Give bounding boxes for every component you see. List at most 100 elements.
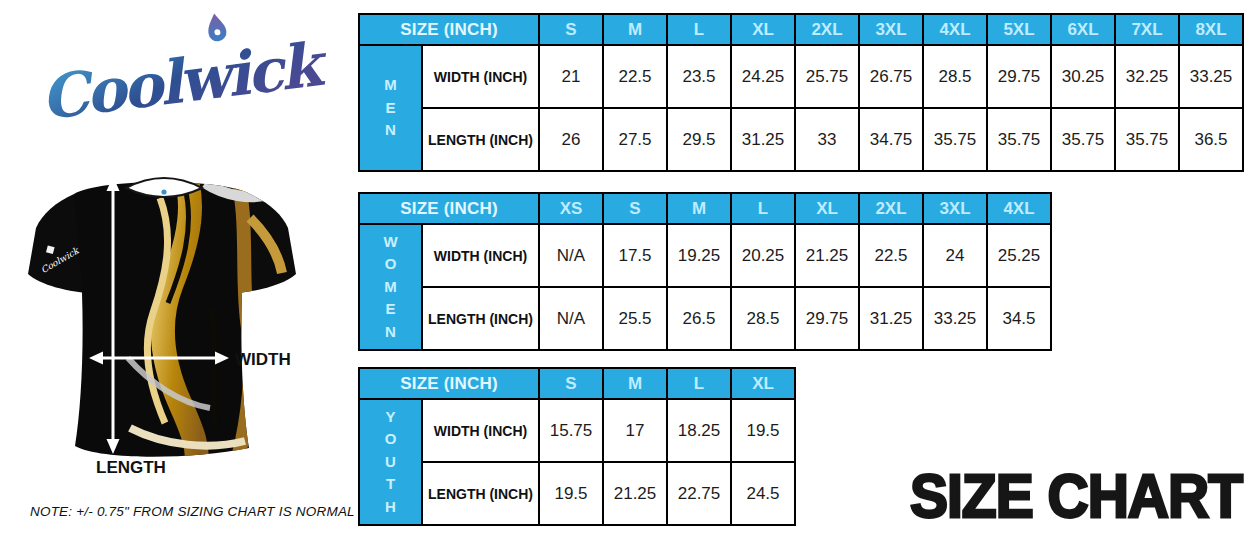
size-table-women: SIZE (INCH)XSSMLXL2XL3XL4XLWOMENWIDTH (I… — [358, 192, 1052, 351]
size-column-6xl: 6XL — [1051, 14, 1115, 45]
size-header-row: SIZE (INCH)XSSMLXL2XL3XL4XL — [359, 193, 1051, 224]
size-column-m: M — [603, 368, 667, 399]
measure-value: 23.5 — [667, 45, 731, 108]
size-column-l: L — [667, 14, 731, 45]
group-letter: M — [360, 74, 421, 97]
size-column-xl: XL — [731, 368, 795, 399]
measure-label: WIDTH (INCH) — [422, 45, 539, 108]
measure-value: 31.25 — [859, 287, 923, 350]
shirt-measurement-diagram: Coolwick WIDTH LENGTH — [10, 158, 340, 493]
size-column-m: M — [603, 14, 667, 45]
size-column-5xl: 5XL — [987, 14, 1051, 45]
size-column-l: L — [731, 193, 795, 224]
measure-value: 19.5 — [731, 399, 795, 462]
measure-value: 30.25 — [1051, 45, 1115, 108]
width-row: WOMENWIDTH (INCH)N/A17.519.2520.2521.252… — [359, 224, 1051, 287]
size-column-3xl: 3XL — [923, 193, 987, 224]
group-letter: O — [360, 428, 421, 451]
length-row: LENGTH (INCH)2627.529.531.253334.7535.75… — [359, 108, 1243, 171]
size-header-row: SIZE (INCH)SMLXL2XL3XL4XL5XL6XL7XL8XL — [359, 14, 1243, 45]
measure-value: 24 — [923, 224, 987, 287]
size-column-m: M — [667, 193, 731, 224]
size-header-row: SIZE (INCH)SMLXL — [359, 368, 795, 399]
measure-value: 26.5 — [667, 287, 731, 350]
measure-value: 22.75 — [667, 462, 731, 525]
measure-value: 35.75 — [1051, 108, 1115, 171]
youth-table-container: SIZE (INCH)SMLXLYOUTHWIDTH (INCH)15.7517… — [358, 367, 796, 526]
measure-value: 33 — [795, 108, 859, 171]
group-letter: Y — [360, 406, 421, 429]
size-column-2xl: 2XL — [859, 193, 923, 224]
measure-value: 25.25 — [987, 224, 1051, 287]
measure-value: 17.5 — [603, 224, 667, 287]
group-label-youth: YOUTH — [359, 399, 422, 525]
measure-value: 29.75 — [987, 45, 1051, 108]
size-column-xl: XL — [795, 193, 859, 224]
size-column-s: S — [603, 193, 667, 224]
measure-value: 35.75 — [987, 108, 1051, 171]
measure-value: 22.5 — [859, 224, 923, 287]
size-table-youth: SIZE (INCH)SMLXLYOUTHWIDTH (INCH)15.7517… — [358, 367, 796, 526]
size-column-s: S — [539, 368, 603, 399]
measure-value: N/A — [539, 224, 603, 287]
size-inch-header: SIZE (INCH) — [359, 193, 539, 224]
measure-value: 26 — [539, 108, 603, 171]
measure-value: 24.5 — [731, 462, 795, 525]
measure-value: 20.25 — [731, 224, 795, 287]
coolwick-logo: Coolwick — [26, 10, 338, 132]
measure-value: 19.5 — [539, 462, 603, 525]
men-table-container: SIZE (INCH)SMLXL2XL3XL4XL5XL6XL7XL8XLMEN… — [358, 13, 1244, 172]
measure-label: WIDTH (INCH) — [422, 399, 539, 462]
page-title: SIZE CHART — [910, 461, 1242, 531]
women-table-container: SIZE (INCH)XSSMLXL2XL3XL4XLWOMENWIDTH (I… — [358, 192, 1052, 351]
size-column-xl: XL — [731, 14, 795, 45]
measure-value: 25.5 — [603, 287, 667, 350]
length-row: LENGTH (INCH)N/A25.526.528.529.7531.2533… — [359, 287, 1051, 350]
measure-value: 35.75 — [1115, 108, 1179, 171]
measure-value: 21.25 — [795, 224, 859, 287]
measure-label: LENGTH (INCH) — [422, 108, 539, 171]
group-letter: U — [360, 451, 421, 474]
group-letter: E — [360, 298, 421, 321]
group-letter: H — [360, 496, 421, 519]
flame-icon — [206, 12, 227, 42]
measure-value: 18.25 — [667, 399, 731, 462]
size-column-8xl: 8XL — [1179, 14, 1243, 45]
measure-value: 25.75 — [795, 45, 859, 108]
group-letter: N — [360, 119, 421, 142]
measure-value: 34.5 — [987, 287, 1051, 350]
measure-value: 29.75 — [795, 287, 859, 350]
measure-value: 27.5 — [603, 108, 667, 171]
width-row: MENWIDTH (INCH)2122.523.524.2525.7526.75… — [359, 45, 1243, 108]
group-letter: T — [360, 473, 421, 496]
measure-value: 34.75 — [859, 108, 923, 171]
group-label-women: WOMEN — [359, 224, 422, 350]
measure-value: 29.5 — [667, 108, 731, 171]
size-column-7xl: 7XL — [1115, 14, 1179, 45]
measure-value: 21 — [539, 45, 603, 108]
length-label: LENGTH — [96, 458, 166, 477]
measure-label: LENGTH (INCH) — [422, 287, 539, 350]
measure-value: 32.25 — [1115, 45, 1179, 108]
group-letter: W — [360, 231, 421, 254]
measure-value: 21.25 — [603, 462, 667, 525]
width-label: WIDTH — [235, 350, 291, 369]
measure-value: 22.5 — [603, 45, 667, 108]
shirt-graphic: Coolwick — [28, 158, 296, 473]
length-row: LENGTH (INCH)19.521.2522.7524.5 — [359, 462, 795, 525]
size-inch-header: SIZE (INCH) — [359, 368, 539, 399]
size-column-3xl: 3XL — [859, 14, 923, 45]
logo-text: Coolwick — [37, 28, 332, 132]
sizing-note: NOTE: +/- 0.75" FROM SIZING CHART IS NOR… — [30, 504, 355, 519]
size-inch-header: SIZE (INCH) — [359, 14, 539, 45]
size-column-4xl: 4XL — [987, 193, 1051, 224]
measure-value: 33.25 — [923, 287, 987, 350]
group-letter: E — [360, 97, 421, 120]
group-letter: N — [360, 321, 421, 344]
group-letter: M — [360, 276, 421, 299]
measure-value: 33.25 — [1179, 45, 1243, 108]
size-chart-page: Coolwick — [0, 0, 1256, 548]
measure-value: 26.75 — [859, 45, 923, 108]
collar-tag — [161, 189, 166, 194]
measure-value: 19.25 — [667, 224, 731, 287]
